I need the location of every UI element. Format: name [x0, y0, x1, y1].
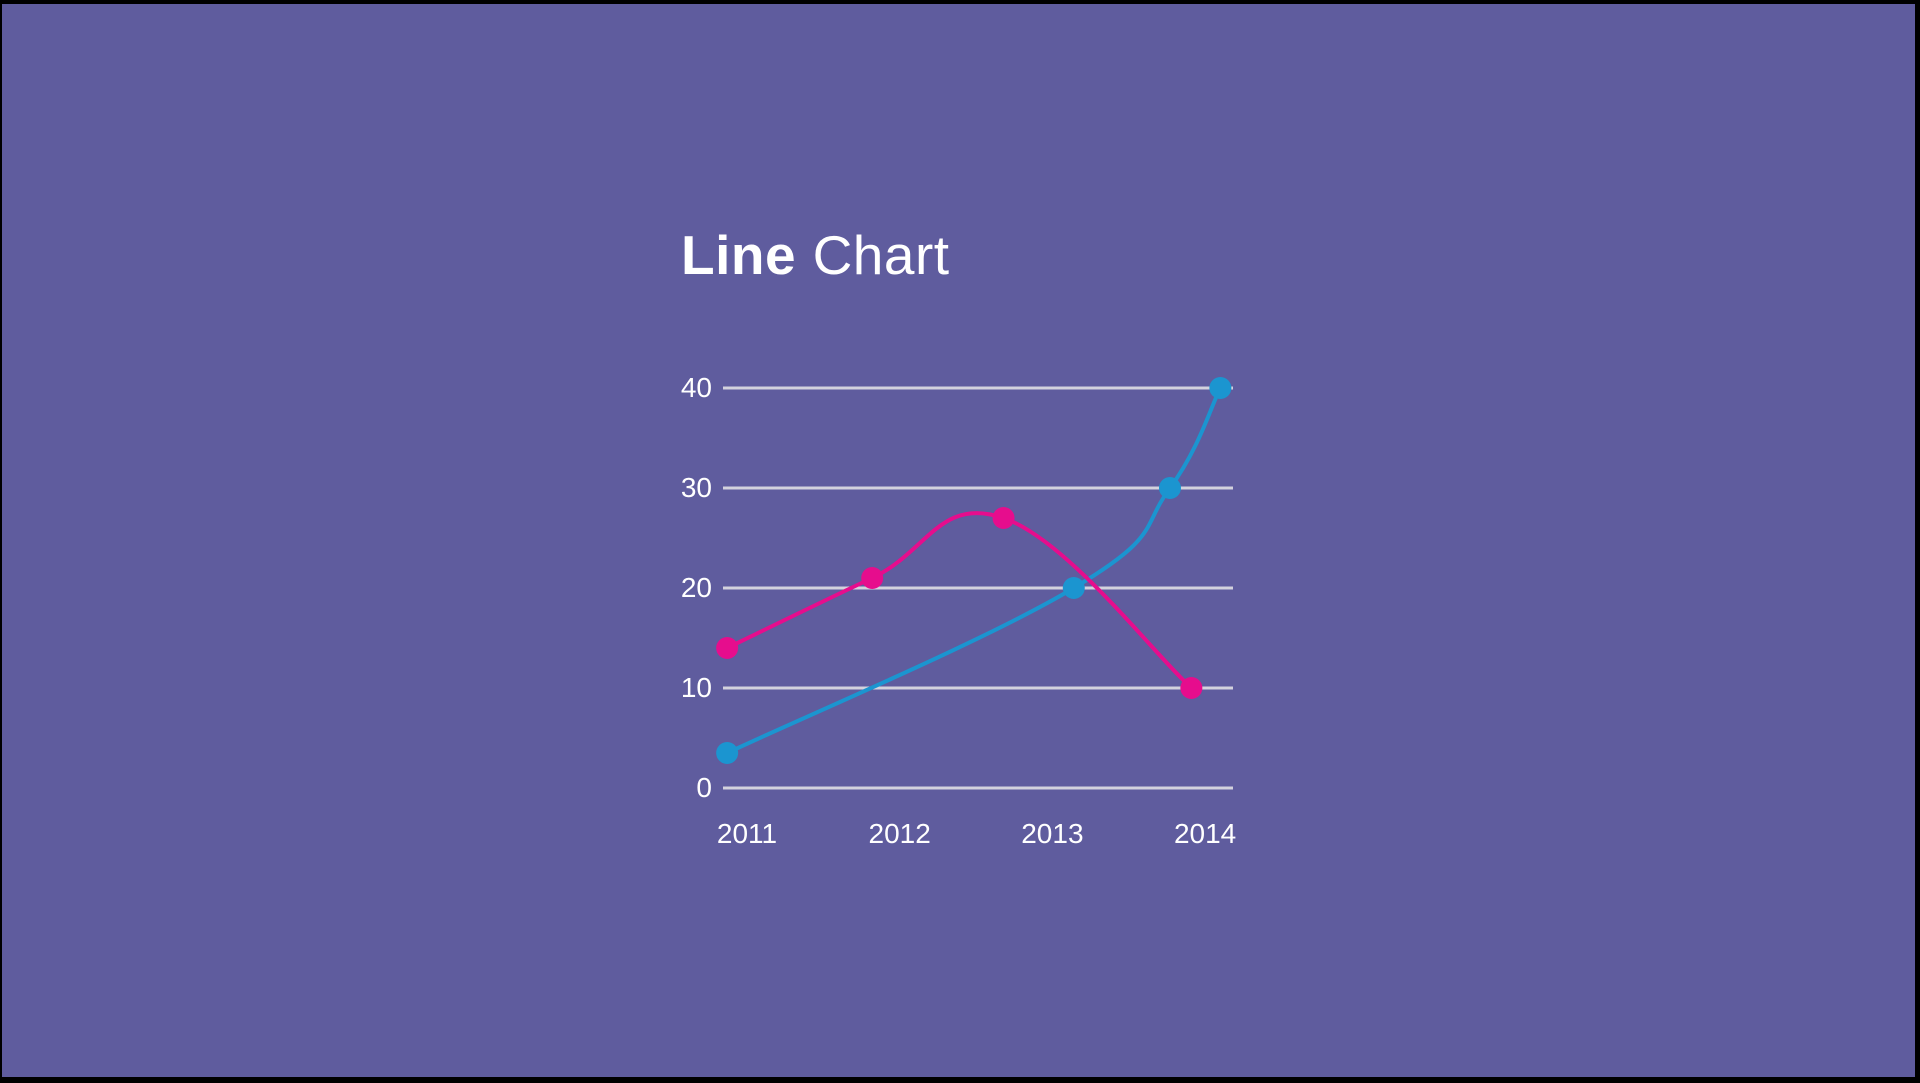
y-tick-label-30: 30 — [680, 472, 712, 503]
screen-bezel-top — [0, 0, 1920, 4]
screen-bezel-left — [0, 0, 2, 1083]
data-point-blue — [1158, 477, 1181, 499]
chart-title-regular: Chart — [812, 224, 950, 286]
data-point-magenta — [1180, 677, 1203, 699]
data-point-magenta — [992, 507, 1015, 529]
x-tick-label-2013: 2013 — [1021, 818, 1084, 849]
screen-bezel-right — [1915, 0, 1920, 1083]
y-tick-label-40: 40 — [680, 372, 712, 403]
data-point-blue — [1209, 377, 1232, 399]
chart-title: Line Chart — [681, 228, 950, 283]
x-tick-label-2012: 2012 — [868, 818, 931, 849]
screen-bezel-bottom — [0, 1077, 1920, 1083]
data-point-blue — [1062, 577, 1085, 599]
chart-title-bold: Line — [681, 224, 797, 286]
data-point-magenta — [861, 567, 884, 589]
y-tick-label-10: 10 — [680, 672, 712, 703]
x-tick-label-2011: 2011 — [716, 818, 778, 849]
series-line-blue — [725, 386, 1223, 755]
y-tick-label-0: 0 — [696, 772, 712, 803]
series-line-magenta — [725, 511, 1194, 690]
x-tick-label-2014: 2014 — [1173, 818, 1237, 849]
y-tick-label-20: 20 — [680, 572, 712, 603]
data-point-magenta — [716, 637, 739, 659]
data-point-blue — [716, 742, 739, 764]
